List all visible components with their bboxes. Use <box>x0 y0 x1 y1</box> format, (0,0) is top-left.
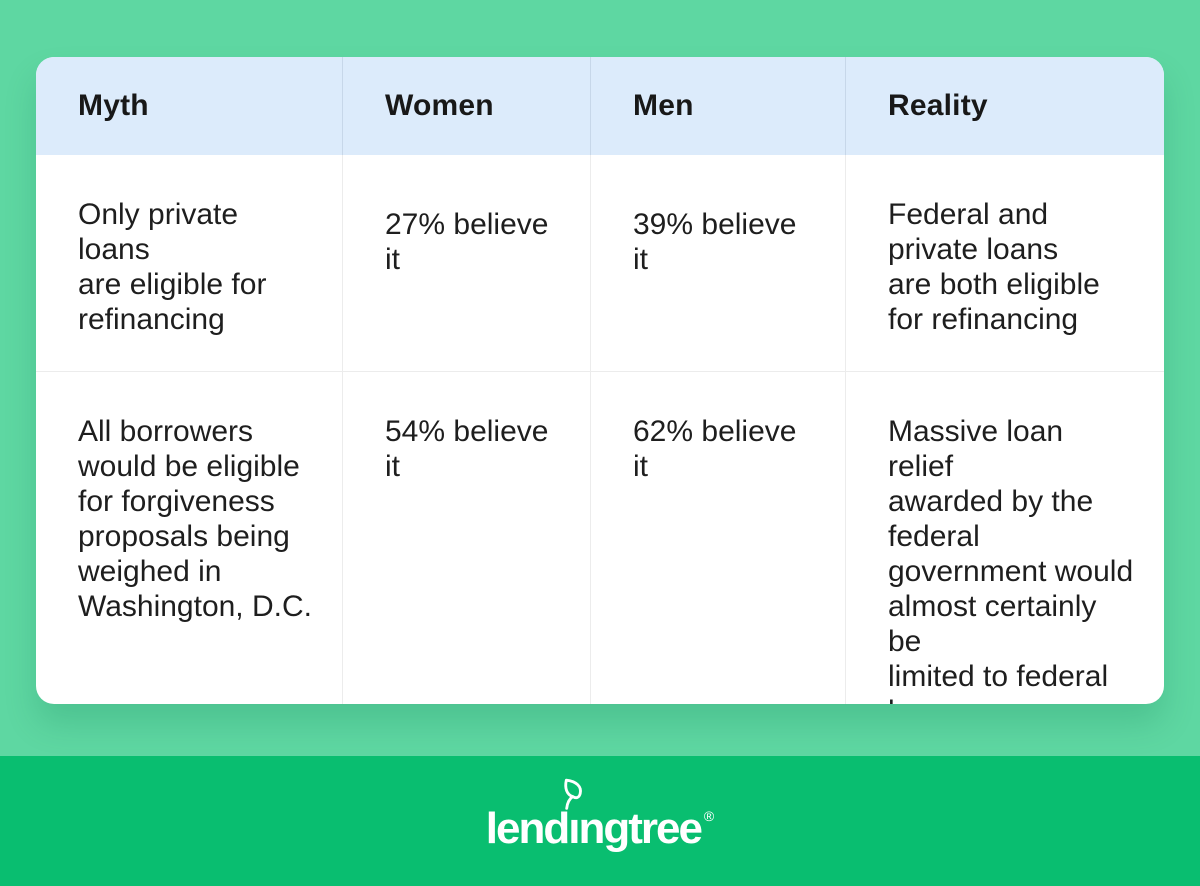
reality-cell: Massive loan relief awarded by the feder… <box>845 372 1164 704</box>
men-stat-cell: 39% believe it <box>590 155 845 371</box>
table-row-refinancing-myth: Only private loans are eligible for refi… <box>36 155 1164 371</box>
header-cell-reality: Reality <box>845 57 1164 155</box>
table-header-row: Myth Women Men Reality <box>36 57 1164 155</box>
header-cell-women: Women <box>342 57 590 155</box>
footer-band: lend ı ngtree ® <box>0 756 1200 886</box>
myth-cell: Only private loans are eligible for refi… <box>78 198 267 336</box>
header-cell-myth: Myth <box>78 89 149 122</box>
leaf-icon <box>564 778 583 810</box>
women-stat-cell: 27% believe it <box>342 155 590 371</box>
reality-cell: Federal and private loans are both eligi… <box>845 155 1164 371</box>
logo-text-prefix: lend <box>485 804 570 853</box>
logo-dotless-i: ı <box>564 778 583 854</box>
logo-dotless-i-char: ı <box>568 804 580 853</box>
myth-cell: All borrowers would be eligible for forg… <box>78 415 312 623</box>
lendingtree-logo: lend ı ngtree ® <box>485 778 715 854</box>
women-stat-cell: 54% believe it <box>342 372 590 704</box>
table-row-forgiveness-myth: All borrowers would be eligible for forg… <box>36 371 1164 704</box>
logo-text-suffix: ngtree <box>578 804 702 853</box>
header-cell-men: Men <box>590 57 845 155</box>
myth-table-card: Myth Women Men Reality Only private loan… <box>36 57 1164 704</box>
men-stat-cell: 62% believe it <box>590 372 845 704</box>
registered-trademark: ® <box>703 808 715 824</box>
